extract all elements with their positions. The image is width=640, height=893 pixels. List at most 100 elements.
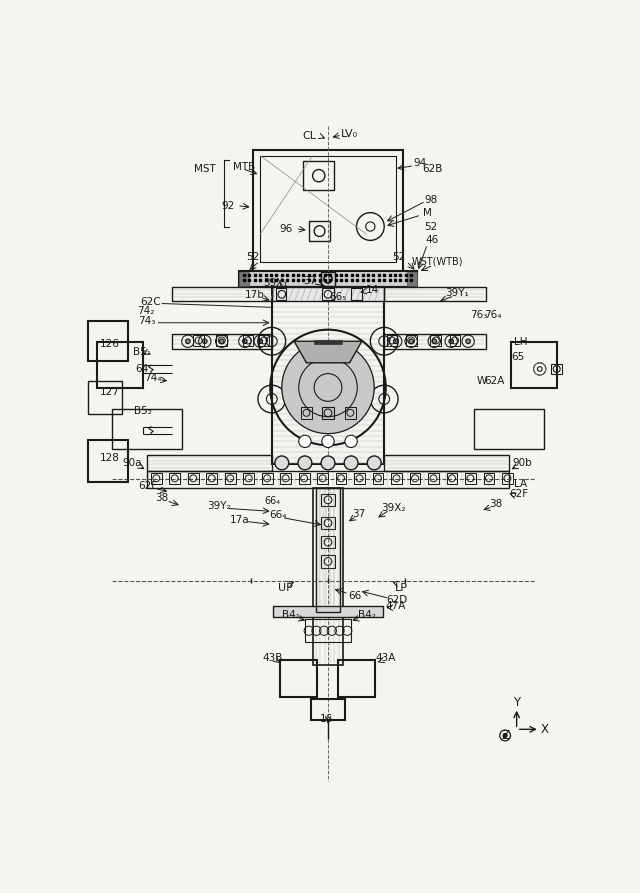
Text: Y: Y: [513, 696, 520, 709]
Bar: [308, 221, 330, 241]
Text: W: W: [477, 376, 487, 386]
Circle shape: [344, 456, 358, 470]
Circle shape: [282, 341, 374, 434]
Circle shape: [322, 435, 334, 447]
Bar: [216, 335, 227, 346]
Text: 128: 128: [99, 453, 119, 463]
Bar: [322, 288, 334, 300]
Polygon shape: [294, 341, 362, 363]
Text: B4₁: B4₁: [282, 610, 300, 621]
Circle shape: [298, 456, 312, 470]
Bar: [172, 288, 272, 301]
Bar: [172, 334, 272, 349]
Text: 65: 65: [511, 353, 524, 363]
Bar: [551, 363, 562, 374]
Bar: [206, 473, 217, 484]
Bar: [428, 473, 439, 484]
Bar: [239, 271, 417, 287]
Circle shape: [275, 456, 289, 470]
Bar: [303, 161, 334, 190]
Text: 37: 37: [303, 276, 316, 286]
Circle shape: [503, 733, 507, 738]
Text: WST(WTB): WST(WTB): [412, 256, 463, 266]
Text: 14: 14: [366, 285, 380, 295]
Bar: [321, 494, 335, 506]
Bar: [276, 288, 287, 300]
Bar: [321, 517, 335, 530]
Bar: [280, 473, 291, 484]
Bar: [321, 536, 335, 548]
Text: 66₄: 66₄: [269, 510, 287, 521]
Circle shape: [394, 339, 398, 344]
Bar: [314, 339, 342, 345]
Text: 127: 127: [99, 387, 119, 397]
Text: 52: 52: [424, 221, 438, 231]
Text: 52: 52: [246, 253, 259, 263]
Text: 39X₁: 39X₁: [263, 278, 288, 288]
Text: 90b: 90b: [512, 458, 532, 468]
Text: 62E: 62E: [138, 481, 157, 491]
Circle shape: [367, 456, 381, 470]
Bar: [338, 660, 375, 697]
Text: 74₂: 74₂: [137, 306, 154, 316]
Bar: [317, 473, 328, 484]
Circle shape: [202, 339, 207, 344]
Bar: [97, 342, 143, 388]
Bar: [299, 473, 310, 484]
Bar: [243, 473, 254, 484]
Bar: [305, 619, 351, 642]
Bar: [407, 272, 417, 286]
Text: B5₁: B5₁: [132, 347, 150, 357]
Circle shape: [449, 339, 454, 344]
Text: 64: 64: [135, 364, 148, 374]
Text: 43A: 43A: [376, 654, 396, 663]
Bar: [262, 473, 273, 484]
Text: 17a: 17a: [230, 515, 249, 525]
Text: 62D: 62D: [387, 595, 408, 605]
Text: LA: LA: [514, 480, 527, 489]
Bar: [336, 473, 346, 484]
Text: Z: Z: [501, 729, 509, 742]
Text: B5₂: B5₂: [134, 405, 152, 415]
Text: 96: 96: [280, 224, 293, 234]
Text: 126: 126: [99, 338, 119, 348]
Text: 76₃: 76₃: [470, 310, 488, 320]
Text: MTB: MTB: [232, 163, 255, 172]
Bar: [354, 473, 365, 484]
Circle shape: [345, 435, 357, 447]
Bar: [312, 488, 344, 664]
Bar: [391, 473, 402, 484]
Bar: [151, 473, 162, 484]
Bar: [147, 455, 272, 471]
Bar: [384, 288, 486, 301]
Text: 62F: 62F: [509, 489, 529, 499]
Text: 16: 16: [320, 714, 333, 724]
Bar: [170, 473, 180, 484]
Text: 47A: 47A: [385, 601, 406, 611]
Bar: [322, 406, 334, 419]
Bar: [450, 335, 460, 346]
Bar: [387, 335, 397, 346]
Text: 90a: 90a: [123, 458, 142, 468]
Circle shape: [258, 339, 262, 344]
Text: 52: 52: [392, 253, 406, 263]
Text: 39X₂: 39X₂: [381, 503, 406, 513]
Text: 74₄: 74₄: [144, 373, 161, 383]
Bar: [431, 335, 441, 346]
Circle shape: [466, 339, 470, 344]
Bar: [225, 473, 236, 484]
Bar: [259, 335, 269, 346]
Bar: [113, 409, 182, 449]
Text: 98: 98: [424, 195, 438, 204]
Bar: [280, 660, 317, 697]
Text: 76₄: 76₄: [484, 310, 502, 320]
Bar: [465, 473, 476, 484]
Text: LH: LH: [514, 337, 527, 347]
Bar: [188, 473, 198, 484]
Text: 66₄: 66₄: [264, 497, 280, 506]
Bar: [253, 149, 403, 271]
Circle shape: [220, 339, 224, 344]
Text: 66: 66: [348, 591, 362, 601]
Bar: [384, 334, 486, 349]
Bar: [474, 409, 543, 449]
